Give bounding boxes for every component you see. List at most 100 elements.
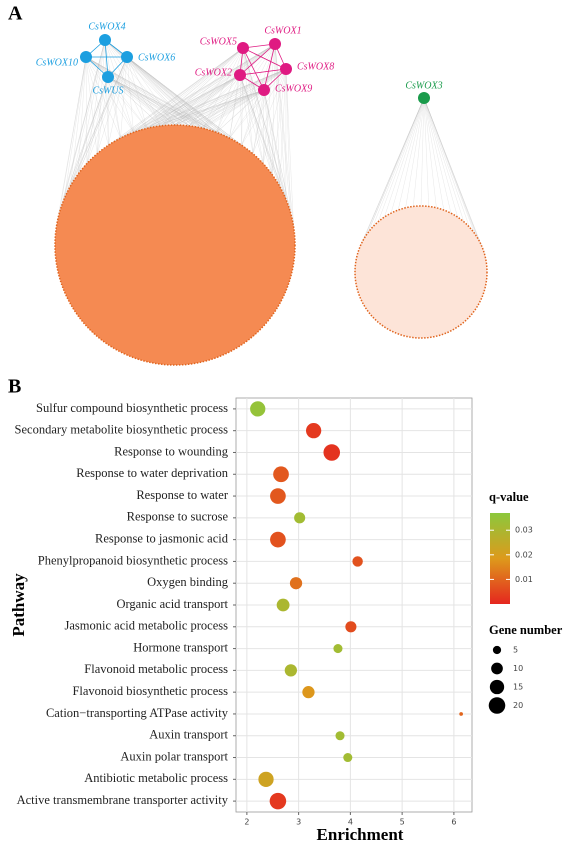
edge [252,68,287,154]
x-tick-label: 3 [296,818,301,827]
edge [285,68,294,227]
edge [423,97,458,218]
edge [63,76,109,200]
edge [229,74,241,139]
size-legend-key [491,662,503,675]
edge [241,89,265,146]
edge [242,47,265,91]
edge [85,56,98,154]
x-axis-label: Enrichment [317,825,404,844]
edge [104,39,109,78]
edge [108,47,244,146]
legend-title: q-value [489,490,529,504]
bubble [269,792,287,810]
x-tick-label: 5 [400,818,405,827]
edge [160,43,276,126]
y-tick-label: Secondary metabolite biosynthetic proces… [15,423,229,437]
color-tick-label: 0.02 [515,550,533,559]
edge [107,76,148,129]
edge [63,39,106,200]
size-legend-label: 15 [513,683,523,692]
bubble [270,531,286,548]
node-label: CsWOX5 [200,36,237,47]
bubble [258,771,274,787]
edge [423,97,485,255]
edge [423,97,444,211]
legend-title: Gene number [489,623,563,637]
edge [263,89,294,227]
node [269,38,281,50]
node [280,63,292,75]
edge [216,89,265,133]
edge [216,74,241,133]
edge [86,76,109,164]
edge [146,74,241,129]
node-label: CsWOX10 [36,57,78,68]
edge [104,39,148,129]
y-tick-label: Auxin transport [149,728,228,742]
bubble [459,712,463,716]
y-tick-label: Response to wounding [114,444,229,458]
edge [242,47,287,70]
edge [86,56,128,164]
edge [390,97,425,214]
edge [85,56,242,146]
edge [85,56,134,133]
edge [70,76,109,187]
bubble [323,444,341,461]
size-legend-label: 5 [513,646,518,655]
node-label: CsWOX9 [275,83,312,94]
edge [188,74,241,126]
edge [104,39,176,126]
gene-cluster [354,205,488,339]
edge [263,89,273,175]
x-tick-label: 4 [348,818,353,827]
color-tick-label: 0.03 [515,526,533,535]
node-label: CsWOX8 [297,61,334,72]
bubble [276,598,290,612]
edge [239,74,242,146]
edge [242,47,273,175]
edge [398,97,425,211]
edge [126,56,162,126]
y-tick-label: Oxygen binding [147,575,229,589]
y-tick-label: Flavonoid metabolic process [84,662,228,676]
edge [107,76,121,139]
node [99,34,111,46]
node [237,42,249,54]
edge [229,89,265,139]
edge [274,43,280,187]
edge [160,68,287,126]
edge [423,97,470,228]
y-tick-label: Active transmembrane transporter activit… [17,793,229,807]
node-label: CsWOX2 [195,67,232,78]
edge [202,89,265,129]
edge [242,47,294,227]
edge [189,68,287,126]
edge [384,97,425,218]
edge [263,89,287,200]
bubble [335,731,345,741]
gene-cluster [54,124,296,366]
edge [423,97,475,234]
x-tick-label: 2 [244,818,249,827]
node [418,92,430,104]
edge [363,97,425,240]
edge [104,39,190,126]
node [258,84,270,96]
edge [70,56,87,187]
bubble [289,577,303,590]
y-tick-label: Flavonoid biosynthetic process [72,684,228,698]
node [80,51,92,63]
y-tick-label: Hormone transport [133,640,228,654]
y-tick-label: Cation−transporting ATPase activity [46,706,229,720]
y-tick-label: Response to sucrose [127,510,229,524]
node-label: CsWOX1 [264,25,301,36]
edge [104,39,109,146]
edge [174,74,241,126]
edge [239,68,287,76]
y-tick-label: Sulfur compound biosynthetic process [36,401,228,415]
edge [423,97,437,208]
edge [285,68,291,213]
edge [107,76,134,133]
